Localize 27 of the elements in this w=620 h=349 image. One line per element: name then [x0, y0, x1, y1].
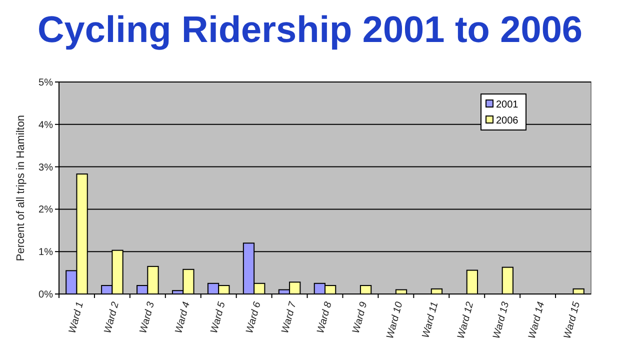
x-tick-label: Ward 8 — [315, 300, 334, 335]
bar — [502, 266, 514, 294]
legend-label: 2001 — [496, 100, 519, 110]
x-tick-label: Ward 2 — [102, 300, 122, 335]
x-tick-label: Ward 5 — [208, 300, 228, 335]
x-tick-label: Ward 3 — [138, 300, 158, 335]
y-axis-title: Percent of all trips in Hamilton — [15, 114, 27, 262]
y-tick-label: 3% — [38, 162, 54, 174]
y-tick-label: 1% — [38, 247, 54, 258]
x-tick-label: Ward 4 — [173, 300, 193, 335]
y-tick-label: 0% — [38, 290, 54, 300]
x-tick-label: Ward 10 — [384, 300, 406, 340]
x-tick-label: Ward 9 — [350, 300, 370, 335]
x-tick-label: Ward 7 — [280, 300, 299, 335]
chart-title: Cycling Ridership 2001 to 2006 — [38, 9, 582, 50]
x-tick-label: Ward 11 — [420, 300, 441, 340]
legend-label: 2006 — [496, 116, 519, 126]
y-tick-label: 5% — [38, 78, 54, 88]
x-tick-label: Ward 1 — [67, 300, 86, 335]
bar — [466, 270, 478, 294]
x-tick-label: Ward 12 — [456, 300, 476, 340]
y-tick-label: 4% — [38, 120, 54, 131]
x-tick-label: Ward 15 — [562, 300, 583, 340]
x-tick-label: Ward 6 — [244, 300, 264, 335]
y-tick-label: 2% — [38, 204, 54, 216]
x-tick-label: Ward 13 — [491, 300, 512, 340]
x-tick-label: Ward 14 — [526, 300, 548, 340]
